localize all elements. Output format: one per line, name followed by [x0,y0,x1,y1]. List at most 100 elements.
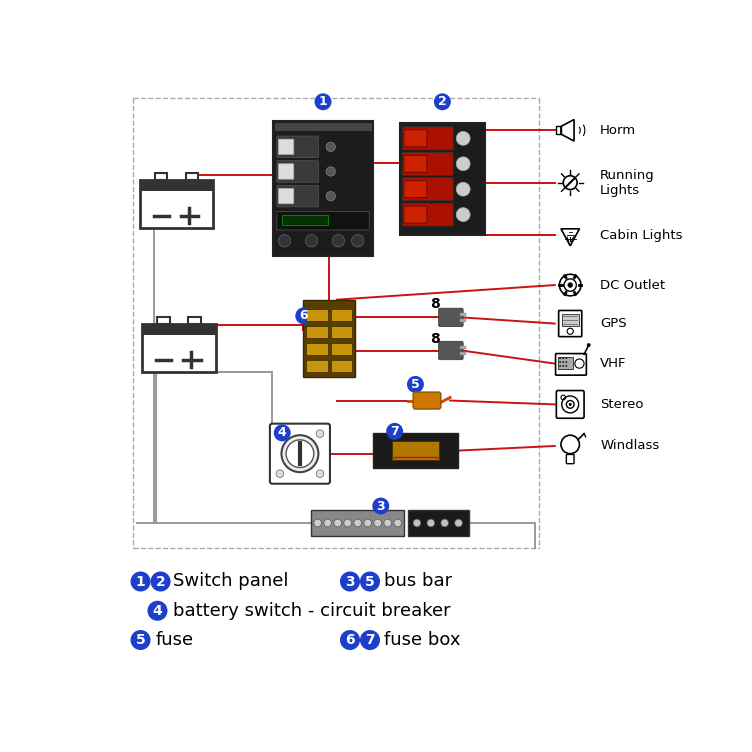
Circle shape [384,519,392,527]
FancyBboxPatch shape [404,130,427,147]
Circle shape [274,424,291,441]
Bar [142,324,216,335]
Circle shape [566,358,567,359]
FancyBboxPatch shape [404,180,427,198]
Circle shape [150,572,171,592]
Circle shape [340,572,360,592]
Bar [311,510,404,536]
FancyBboxPatch shape [558,356,573,369]
Circle shape [332,235,344,247]
Circle shape [407,376,424,393]
Circle shape [413,519,421,527]
Text: 1: 1 [319,96,327,108]
FancyBboxPatch shape [404,156,427,172]
Text: 5: 5 [411,378,420,391]
Text: Cabin Lights: Cabin Lights [600,229,683,241]
Circle shape [587,344,590,347]
Circle shape [305,235,317,247]
Text: 8: 8 [430,297,440,311]
Text: 1: 1 [135,575,145,589]
FancyBboxPatch shape [278,164,294,179]
FancyBboxPatch shape [562,314,579,326]
Circle shape [364,519,371,527]
Text: 4: 4 [277,426,287,439]
Circle shape [314,93,332,111]
Circle shape [360,572,380,592]
Text: 2: 2 [438,96,447,108]
Text: fuse: fuse [156,631,194,649]
Bar [460,313,466,316]
Circle shape [296,308,312,324]
Text: 3: 3 [345,575,355,589]
Bar [331,359,352,372]
Text: Stereo: Stereo [600,398,644,411]
Circle shape [351,235,364,247]
Bar [273,121,373,256]
Circle shape [131,572,150,592]
Text: Switch panel: Switch panel [173,572,288,590]
Circle shape [338,311,345,319]
FancyBboxPatch shape [277,136,318,158]
Circle shape [340,630,360,650]
Circle shape [316,430,324,438]
Text: 4: 4 [153,604,162,617]
Circle shape [562,365,564,366]
Text: 2: 2 [156,575,165,589]
Circle shape [131,630,150,650]
Circle shape [566,365,567,366]
Circle shape [562,358,564,359]
Circle shape [344,519,351,527]
Text: 7: 7 [365,633,374,647]
Circle shape [326,142,335,151]
Bar [140,180,214,228]
Text: 6: 6 [345,633,355,647]
Circle shape [338,328,345,336]
Circle shape [147,601,168,620]
Circle shape [313,362,320,370]
Circle shape [313,311,320,319]
FancyBboxPatch shape [438,341,463,359]
FancyBboxPatch shape [402,152,453,175]
Circle shape [314,519,322,527]
Text: 7: 7 [390,425,399,438]
Bar [188,317,201,324]
Bar [274,123,371,131]
Bar [140,180,214,191]
Circle shape [434,93,451,111]
Text: DC Outlet: DC Outlet [600,278,666,292]
Text: 5: 5 [135,633,145,647]
Bar [306,326,328,338]
Text: Windlass: Windlass [600,439,660,453]
Text: fuse box: fuse box [384,631,460,649]
Circle shape [326,167,335,176]
Circle shape [387,423,403,440]
FancyBboxPatch shape [404,206,427,223]
Circle shape [559,365,561,366]
Bar [306,343,328,355]
FancyBboxPatch shape [402,127,453,150]
Circle shape [568,283,572,287]
Text: 6: 6 [299,309,308,323]
Text: VHF: VHF [600,357,626,370]
Circle shape [281,435,318,472]
Bar [155,173,168,180]
Circle shape [456,132,470,145]
Bar [393,441,438,459]
Circle shape [338,362,345,370]
Circle shape [276,470,284,478]
Bar [373,433,458,468]
FancyBboxPatch shape [402,203,453,226]
Circle shape [427,519,435,527]
Bar [460,319,466,322]
Circle shape [456,182,470,196]
Circle shape [425,446,434,455]
Bar [186,173,199,180]
Circle shape [334,519,341,527]
Bar [460,346,466,349]
FancyBboxPatch shape [402,177,453,201]
FancyBboxPatch shape [277,185,318,207]
Circle shape [374,519,381,527]
Circle shape [313,345,320,353]
Text: battery switch - circuit breaker: battery switch - circuit breaker [173,602,450,620]
Bar [306,309,328,321]
